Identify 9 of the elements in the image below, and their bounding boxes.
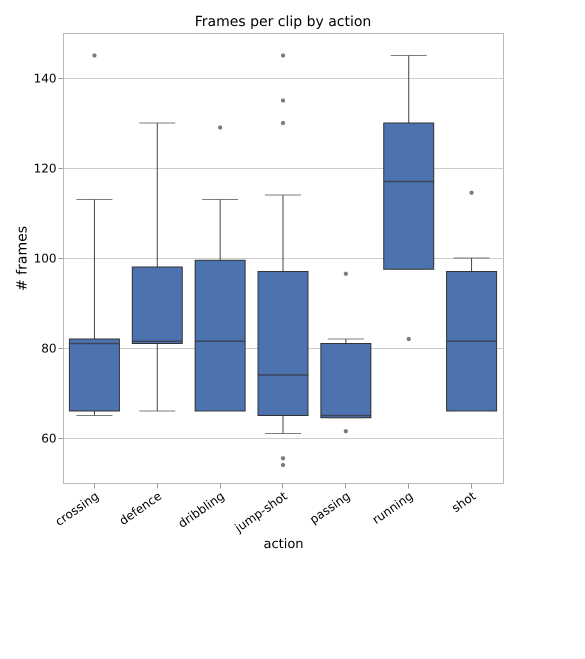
y-tick-label: 140 xyxy=(34,72,56,86)
x-tick-label: shot xyxy=(449,488,479,516)
y-tick-label: 100 xyxy=(34,252,56,266)
x-axis-title: action xyxy=(263,537,304,552)
y-tick-label: 60 xyxy=(41,432,56,446)
y-axis-title: # frames xyxy=(14,226,31,291)
y-tick-label: 120 xyxy=(34,162,56,176)
y-tick-label: 80 xyxy=(41,342,56,356)
chart-title: Frames per clip by action xyxy=(194,14,372,30)
